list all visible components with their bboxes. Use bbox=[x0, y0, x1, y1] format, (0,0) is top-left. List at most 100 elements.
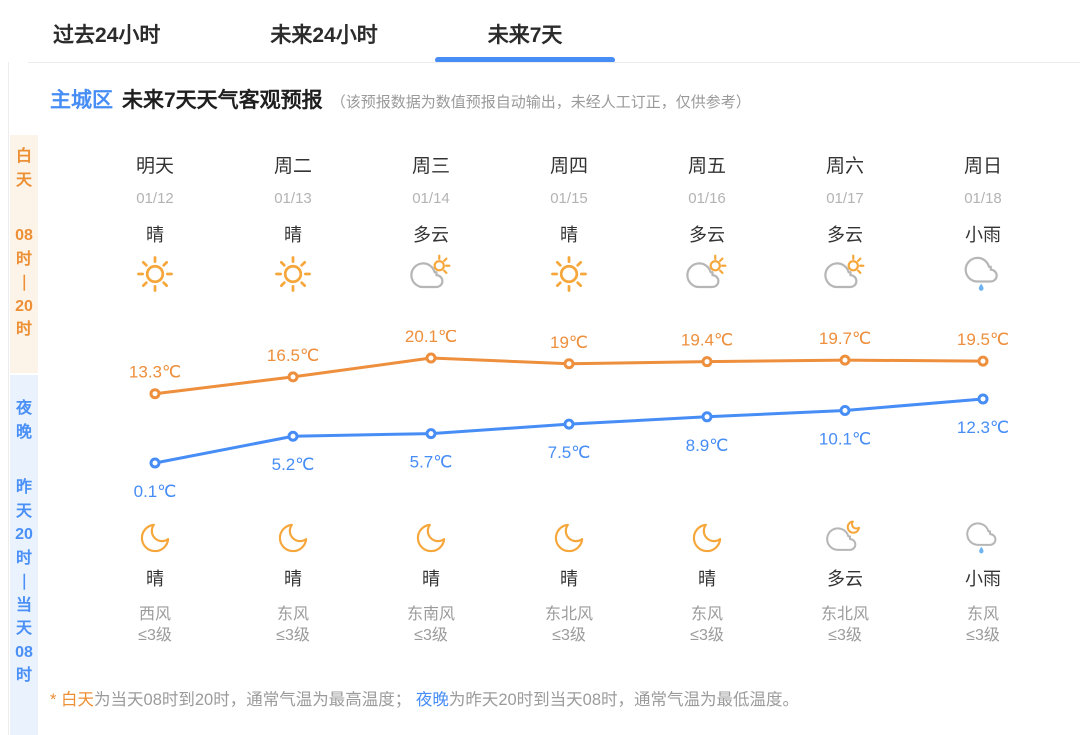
forecast-column: 周六 01/17 多云 bbox=[776, 156, 914, 296]
temp-data-point bbox=[425, 352, 437, 364]
forecast-column: 周四 01/15 晴 bbox=[500, 156, 638, 296]
sidebar-day-token: 天 bbox=[15, 171, 32, 189]
tabbar-divider bbox=[28, 62, 1080, 63]
day-name: 周五 bbox=[687, 156, 726, 177]
wind-direction: 东北风 bbox=[544, 606, 593, 623]
night-weather-text: 晴 bbox=[698, 569, 716, 589]
forecast-column: 晴 西风 ≤3级 bbox=[86, 518, 224, 646]
forecast-column: 明天 01/12 晴 bbox=[86, 156, 224, 296]
day-date: 01/16 bbox=[688, 190, 726, 207]
footnote-daytime-text: 为当天08时到20时，通常气温为最高温度； bbox=[94, 691, 416, 709]
night-weather-text: 晴 bbox=[284, 569, 302, 589]
temp-data-point bbox=[839, 405, 851, 416]
sun-icon bbox=[271, 252, 315, 296]
temp-data-point bbox=[701, 356, 713, 368]
sidebar-daytime-label: 白 天 08 时 — 20 时 bbox=[10, 135, 38, 373]
day-weather-text: 多云 bbox=[689, 225, 725, 245]
moon-icon bbox=[135, 518, 175, 558]
moon-icon bbox=[411, 518, 451, 558]
forecast-column: 多云 东北风 ≤3级 bbox=[776, 518, 914, 646]
day-weather-text: 多云 bbox=[827, 225, 863, 245]
temp-data-point bbox=[977, 393, 989, 405]
sidebar-night-token: 昨 bbox=[15, 479, 32, 496]
forecast-footnote: * 白天为当天08时到20时，通常气温为最高温度； 夜晚为昨天20时到当天08时… bbox=[50, 686, 799, 710]
temp-value-label: 7.5℃ bbox=[548, 443, 591, 462]
wind-level: ≤3级 bbox=[966, 627, 1000, 644]
cloud-sun-icon bbox=[823, 252, 867, 296]
forecast-column: 晴 东南风 ≤3级 bbox=[362, 518, 500, 646]
wind-direction: 东风 bbox=[690, 606, 723, 623]
sidebar-night-token: 夜 bbox=[15, 400, 32, 417]
night-weather-text: 晴 bbox=[560, 569, 578, 589]
temp-data-point bbox=[563, 418, 575, 430]
temp-data-point bbox=[701, 411, 713, 423]
day-date: 01/12 bbox=[136, 190, 174, 207]
cloud-moon-icon bbox=[825, 518, 865, 558]
day-date: 01/14 bbox=[412, 190, 450, 207]
night-weather-text: 小雨 bbox=[965, 569, 1001, 589]
sidebar-night-token: 天 bbox=[15, 502, 32, 520]
forecast-column: 周二 01/13 晴 bbox=[224, 156, 362, 296]
wind-level: ≤3级 bbox=[690, 627, 724, 644]
sidebar-night-token: 天 bbox=[15, 620, 32, 637]
night-weather-text: 晴 bbox=[146, 569, 164, 589]
temp-data-point bbox=[287, 371, 299, 383]
wind-level: ≤3级 bbox=[414, 627, 448, 644]
forecast-column: 周日 01/18 小雨 bbox=[914, 156, 1052, 296]
sidebar-day-token: 时 bbox=[15, 250, 32, 268]
temp-value-label: 19.4℃ bbox=[681, 331, 733, 350]
night-weather-text: 晴 bbox=[422, 569, 440, 589]
cloud-sun-icon bbox=[409, 252, 453, 296]
temp-value-label: 12.3℃ bbox=[957, 418, 1009, 437]
day-forecast-row: 明天 01/12 晴 周二 01/13 晴 周三 01/14 多云 周四 01/… bbox=[86, 156, 1052, 296]
temp-value-label: 13.3℃ bbox=[129, 363, 181, 382]
day-date: 01/18 bbox=[964, 190, 1002, 207]
temp-value-label: 19.5℃ bbox=[957, 330, 1009, 349]
wind-level: ≤3级 bbox=[138, 627, 172, 644]
cloud-rain-icon bbox=[963, 518, 1003, 558]
footnote-daytime-term: 白天 bbox=[61, 691, 95, 709]
temp-data-point bbox=[425, 428, 437, 440]
tab-next-24h[interactable]: 未来24小时 bbox=[270, 24, 378, 47]
day-name: 周六 bbox=[825, 156, 864, 177]
page-title-row: 主城区 未来7天天气客观预报 （该预报数据为数值预报自动输出，未经人工订正，仅供… bbox=[50, 84, 751, 114]
sidebar-night-token: 晚 bbox=[15, 423, 32, 441]
wind-direction: 东南风 bbox=[406, 606, 455, 623]
temp-value-label: 20.1℃ bbox=[405, 330, 457, 346]
sidebar-night-label: 夜 晚 昨 天 20 时 — 当 天 08 时 bbox=[10, 375, 38, 735]
sidebar-day-token: 08 bbox=[15, 227, 33, 244]
sun-icon bbox=[133, 252, 177, 296]
sidebar-night-token: 08 bbox=[15, 643, 33, 661]
sidebar-night-token: 当 bbox=[15, 596, 32, 614]
sidebar-day-dash: — bbox=[15, 274, 33, 291]
forecast-column: 晴 东风 ≤3级 bbox=[638, 518, 776, 646]
wind-level: ≤3级 bbox=[552, 627, 586, 644]
night-weather-text: 多云 bbox=[827, 569, 863, 589]
moon-icon bbox=[687, 518, 727, 558]
tab-next-7d[interactable]: 未来7天 bbox=[488, 22, 563, 50]
wind-direction: 东北风 bbox=[820, 606, 869, 623]
day-date: 01/13 bbox=[274, 190, 312, 207]
day-weather-text: 晴 bbox=[560, 225, 578, 245]
wind-direction: 东风 bbox=[276, 606, 309, 623]
tab-past-24h[interactable]: 过去24小时 bbox=[53, 24, 161, 47]
footnote-star: * bbox=[50, 691, 62, 709]
wind-level: ≤3级 bbox=[828, 627, 862, 644]
temp-data-point bbox=[977, 355, 989, 367]
forecast-disclaimer-note: （该预报数据为数值预报自动输出，未经人工订正，仅供参考） bbox=[330, 94, 751, 111]
temp-value-label: 8.9℃ bbox=[686, 436, 729, 455]
sidebar-night-token: 时 bbox=[15, 549, 32, 567]
moon-icon bbox=[273, 518, 313, 558]
moon-icon bbox=[549, 518, 589, 558]
temperature-trend-chart: 13.3℃ 16.5℃ 20.1℃ 19℃ 19.4℃ 19.7℃ 19.5℃ 0.1℃ 5.2… bbox=[129, 330, 1009, 501]
tab-bar: 过去24小时 未来24小时 未来7天 bbox=[0, 22, 1080, 50]
temp-value-label: 19.7℃ bbox=[819, 330, 871, 348]
day-name: 周三 bbox=[411, 156, 450, 177]
cloud-rain-icon bbox=[961, 252, 1005, 296]
day-name: 周日 bbox=[963, 156, 1002, 177]
temp-data-point bbox=[839, 354, 851, 366]
forecast-column: 晴 东北风 ≤3级 bbox=[500, 518, 638, 646]
cloud-sun-icon bbox=[685, 252, 729, 296]
day-name: 周四 bbox=[549, 156, 588, 177]
sidebar-day-token: 20 bbox=[15, 297, 33, 315]
